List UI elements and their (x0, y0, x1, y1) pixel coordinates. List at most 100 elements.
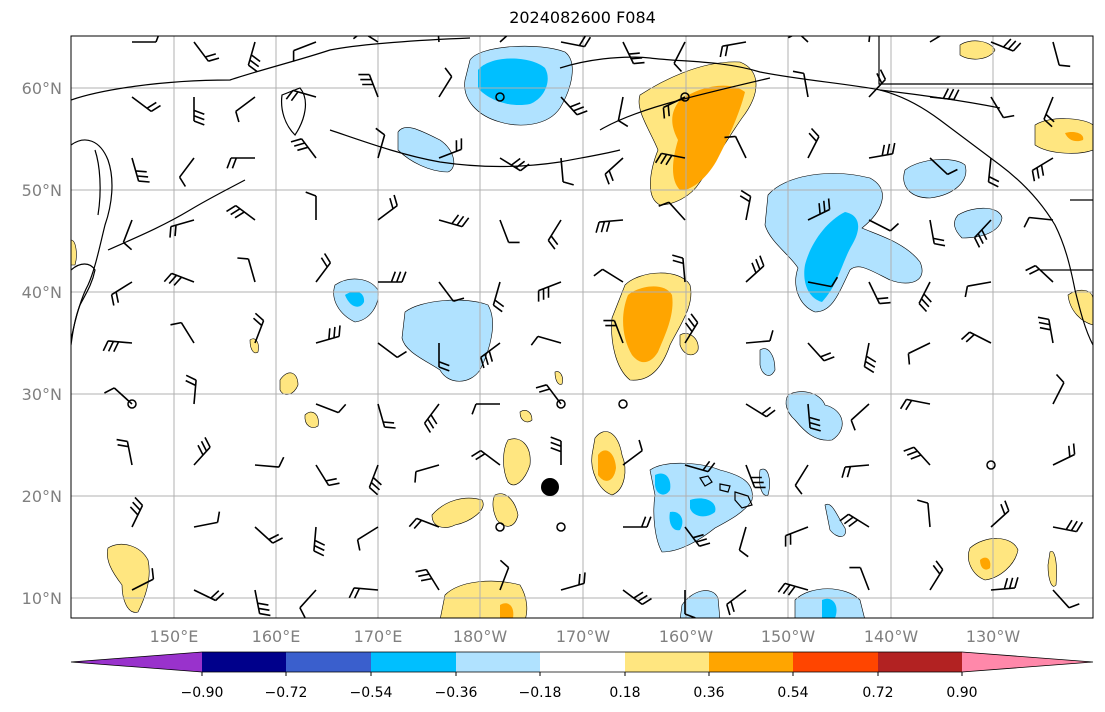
coast-honshu (71, 263, 96, 346)
shaded-anomalies (71, 40, 1093, 618)
wind-barb (617, 96, 629, 128)
wind-barb (471, 449, 501, 466)
colorbar-extension-high (962, 652, 1093, 672)
lat-label: 40°N (22, 283, 62, 302)
wind-barb (170, 321, 195, 344)
coast-kamchatka (71, 37, 471, 101)
coast-sakhalin (94, 149, 101, 216)
lon-label: 130°W (966, 627, 1021, 646)
wind-barb (604, 157, 624, 185)
wind-barb (377, 403, 396, 429)
wind-barb (868, 281, 891, 305)
wind-barb (929, 157, 958, 176)
wind-barb (560, 96, 588, 116)
wind-barb (1052, 443, 1076, 466)
coast-us-west (1074, 289, 1093, 346)
wind-barb (622, 41, 645, 65)
anomaly-pos-4 (503, 438, 531, 486)
wind-barb (1043, 96, 1055, 128)
wind-barb (185, 374, 197, 405)
colorbar-segment (202, 652, 286, 672)
wind-barb (1037, 316, 1054, 344)
lon-label: 140°W (864, 627, 919, 646)
wind-barb (254, 456, 285, 468)
wind-barb (684, 590, 696, 618)
anomaly-pos-13 (519, 410, 533, 423)
wind-barb (868, 69, 887, 98)
wind-barb (807, 198, 831, 221)
coast-japan-kuril (107, 179, 246, 251)
wind-barb (499, 559, 510, 591)
wind-barb (499, 157, 530, 172)
wind-barb (116, 438, 133, 466)
colorbar-label: −0.36 (435, 685, 478, 701)
anomaly-neg-gulf-core (804, 212, 859, 302)
wind-barb (917, 499, 931, 528)
lon-label: 150°W (761, 627, 816, 646)
wind-barb (193, 511, 221, 528)
wind-barb (839, 513, 870, 528)
wind-barb (169, 219, 195, 238)
wind-barb (673, 41, 686, 73)
wind-barb (102, 340, 133, 353)
colorbar-label: 0.36 (693, 685, 724, 701)
wind-barb (129, 496, 144, 528)
plot-frame (70, 35, 1094, 619)
wind-barb (499, 36, 508, 43)
wind-barb (807, 127, 820, 159)
anomaly-neg-hawaii-core1 (655, 473, 671, 495)
colorbar (70, 651, 1094, 676)
wind-barb (163, 272, 195, 286)
wind-barb (719, 41, 747, 58)
calm-marker (556, 399, 566, 409)
wind-barb (964, 281, 992, 298)
wind-barb (745, 255, 765, 283)
colorbar-segment (540, 652, 625, 672)
wind-barb (654, 152, 686, 166)
anomaly-neg-4 (954, 207, 1003, 239)
wind-barb (415, 568, 440, 591)
coast-bc (879, 89, 1076, 291)
colorbar-label: 0.18 (609, 685, 640, 701)
wind-barb (792, 70, 809, 98)
wind-barb (990, 38, 1022, 52)
wind-barb (807, 276, 839, 288)
lon-label: 170°W (556, 627, 611, 646)
map-title: 2024082600 F084 (509, 8, 656, 27)
wind-barb (560, 157, 574, 186)
coastlines (71, 36, 1093, 509)
anomaly-pos-12 (554, 371, 563, 385)
wind-barb (193, 437, 211, 466)
wind-barb (290, 138, 317, 159)
colorbar-segment (793, 652, 878, 672)
wind-barb (907, 342, 931, 365)
wind-barb (724, 135, 747, 159)
wind-barb (899, 398, 931, 411)
wind-barb (315, 403, 347, 414)
wind-barb (960, 331, 992, 344)
colorbar-segment (709, 652, 793, 672)
wind-barb (623, 516, 652, 528)
colorbar-label: 0.54 (777, 685, 808, 701)
wind-barb (423, 403, 440, 433)
colorbar-segment (286, 652, 371, 672)
wind-barb (408, 517, 440, 530)
anomaly-pos-8 (107, 544, 150, 613)
anomaly-neg-10 (824, 503, 846, 537)
coast-hawaii-3 (734, 491, 753, 509)
lat-labels: 60°N 50°N 40°N 30°N 20°N 10°N (22, 79, 62, 608)
wind-barb (863, 342, 877, 374)
lat-label: 50°N (22, 181, 62, 200)
anomaly-pos-5 (492, 493, 519, 527)
wind-barb (414, 464, 440, 483)
wind-barb (537, 281, 562, 302)
colorbar-segment (878, 652, 962, 672)
wind-barb (131, 568, 155, 591)
wind-barb (438, 138, 463, 159)
wind-barb (499, 219, 520, 244)
wind-barb (990, 96, 1015, 119)
wind-barb (726, 589, 747, 616)
gridlines (71, 36, 1093, 618)
colorbar-label: −0.54 (350, 685, 393, 701)
wind-barb (193, 41, 220, 62)
